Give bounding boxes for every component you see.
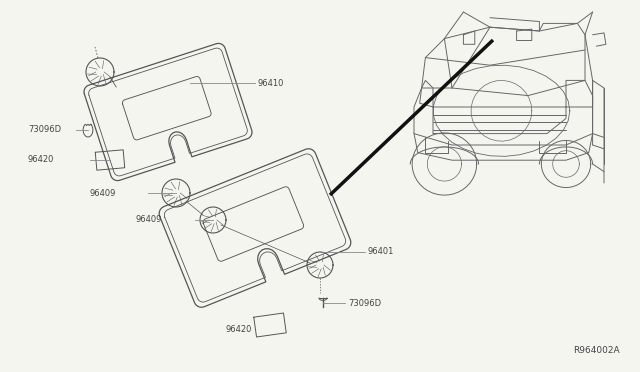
Text: 96420: 96420 bbox=[226, 326, 252, 334]
Text: 96409: 96409 bbox=[135, 215, 161, 224]
Text: 73096D: 73096D bbox=[28, 125, 61, 135]
Text: 96410: 96410 bbox=[258, 78, 284, 87]
Text: 96401: 96401 bbox=[368, 247, 394, 257]
Text: R964002A: R964002A bbox=[573, 346, 620, 355]
Text: 96420: 96420 bbox=[28, 155, 54, 164]
Text: 96409: 96409 bbox=[90, 189, 116, 198]
Text: 73096D: 73096D bbox=[348, 298, 381, 308]
